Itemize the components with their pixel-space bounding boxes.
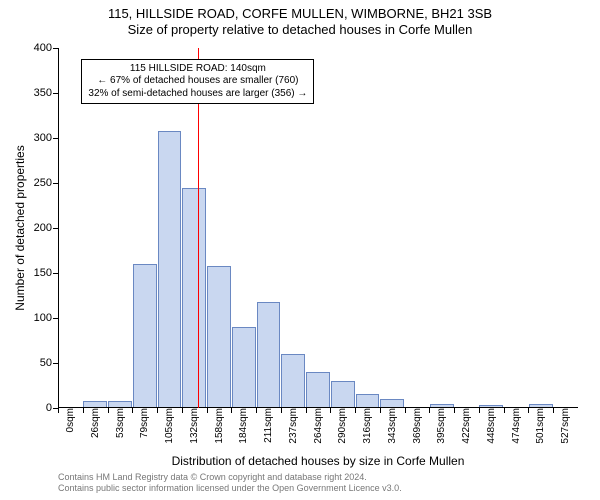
xtick-mark: [132, 408, 133, 413]
xtick-mark: [281, 408, 282, 413]
bar: [108, 401, 132, 408]
xtick-mark: [182, 408, 183, 413]
annotation-line-2: ← 67% of detached houses are smaller (76…: [88, 75, 307, 88]
xtick-mark: [157, 408, 158, 413]
xtick-mark: [454, 408, 455, 413]
xtick-label: 501sqm: [531, 408, 546, 444]
annotation-box: 115 HILLSIDE ROAD: 140sqm ← 67% of detac…: [81, 59, 314, 105]
xtick-label: 211sqm: [259, 408, 274, 443]
xtick-mark: [553, 408, 554, 413]
annotation-line-3: 32% of semi-detached houses are larger (…: [88, 88, 307, 101]
xtick-mark: [528, 408, 529, 413]
xtick-label: 0sqm: [61, 408, 76, 432]
xtick-label: 53sqm: [111, 408, 126, 438]
bar: [182, 188, 206, 408]
annotation-line-1: 115 HILLSIDE ROAD: 140sqm: [88, 63, 307, 76]
xtick-mark: [355, 408, 356, 413]
title-line-2: Size of property relative to detached ho…: [0, 22, 600, 38]
bar: [306, 372, 330, 408]
xtick-label: 237sqm: [284, 408, 299, 444]
xtick-label: 369sqm: [408, 408, 423, 444]
xtick-label: 395sqm: [432, 408, 447, 444]
xtick-mark: [405, 408, 406, 413]
xtick-label: 158sqm: [210, 408, 225, 444]
bar: [133, 264, 157, 408]
ytick-mark: [53, 183, 58, 184]
xtick-label: 474sqm: [507, 408, 522, 444]
y-axis-title-wrap: Number of detached properties: [12, 48, 28, 408]
xtick-mark: [380, 408, 381, 413]
ytick-mark: [53, 363, 58, 364]
xtick-label: 316sqm: [358, 408, 373, 444]
xtick-label: 184sqm: [234, 408, 249, 444]
y-axis-title: Number of detached properties: [13, 145, 27, 310]
bar: [158, 131, 182, 408]
xtick-mark: [231, 408, 232, 413]
chart-container: 115, HILLSIDE ROAD, CORFE MULLEN, WIMBOR…: [0, 0, 600, 500]
xtick-mark: [58, 408, 59, 413]
xtick-mark: [504, 408, 505, 413]
xtick-mark: [83, 408, 84, 413]
bar: [331, 381, 355, 408]
xtick-label: 290sqm: [333, 408, 348, 444]
ytick-mark: [53, 318, 58, 319]
xtick-label: 343sqm: [383, 408, 398, 444]
plot-area: 115 HILLSIDE ROAD: 140sqm ← 67% of detac…: [58, 48, 578, 408]
ytick-mark: [53, 273, 58, 274]
bar: [281, 354, 305, 408]
xtick-mark: [306, 408, 307, 413]
bar: [257, 302, 281, 408]
ytick-mark: [53, 48, 58, 49]
title-line-1: 115, HILLSIDE ROAD, CORFE MULLEN, WIMBOR…: [0, 6, 600, 22]
bar: [83, 401, 107, 408]
bar: [232, 327, 256, 408]
title-block: 115, HILLSIDE ROAD, CORFE MULLEN, WIMBOR…: [0, 6, 600, 39]
xtick-label: 448sqm: [482, 408, 497, 444]
ytick-mark: [53, 228, 58, 229]
xtick-label: 105sqm: [160, 408, 175, 444]
bar: [207, 266, 231, 408]
xtick-mark: [479, 408, 480, 413]
bar: [380, 399, 404, 408]
xtick-mark: [256, 408, 257, 413]
license-block: Contains HM Land Registry data © Crown c…: [58, 472, 578, 494]
xtick-mark: [108, 408, 109, 413]
xtick-mark: [207, 408, 208, 413]
xtick-label: 527sqm: [556, 408, 571, 444]
ytick-mark: [53, 93, 58, 94]
xtick-label: 264sqm: [309, 408, 324, 444]
xtick-mark: [330, 408, 331, 413]
ytick-mark: [53, 138, 58, 139]
x-axis-title: Distribution of detached houses by size …: [58, 454, 578, 468]
xtick-label: 26sqm: [86, 408, 101, 438]
xtick-label: 79sqm: [135, 408, 150, 438]
bar: [356, 394, 380, 408]
xtick-mark: [429, 408, 430, 413]
xtick-label: 422sqm: [457, 408, 472, 444]
license-line-2: Contains public sector information licen…: [58, 483, 578, 494]
xtick-label: 132sqm: [185, 408, 200, 444]
license-line-1: Contains HM Land Registry data © Crown c…: [58, 472, 578, 483]
